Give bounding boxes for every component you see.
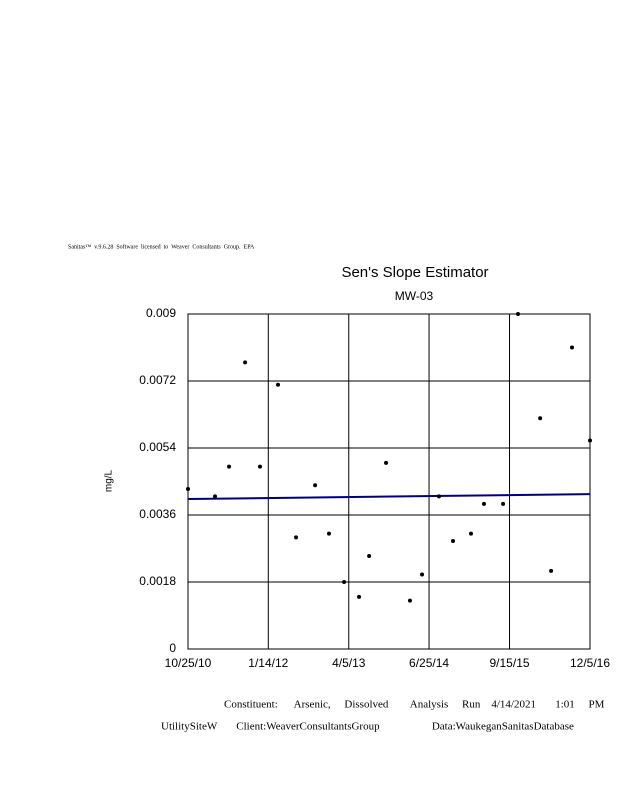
x-tick-label: 4/5/13 bbox=[332, 656, 366, 670]
data-point bbox=[407, 598, 412, 603]
data-point bbox=[450, 539, 455, 544]
data-point bbox=[227, 464, 232, 469]
data-point bbox=[481, 501, 486, 506]
data-point bbox=[326, 531, 331, 536]
data-point bbox=[588, 438, 592, 443]
x-tick-label: 6/25/14 bbox=[409, 656, 449, 670]
x-tick-label: 9/15/15 bbox=[490, 656, 530, 670]
y-tick-label: 0.0018 bbox=[139, 574, 176, 588]
chart-title: Sen's Slope Estimator bbox=[341, 264, 488, 281]
x-tick-label: 12/5/16 bbox=[570, 656, 610, 670]
y-tick-label: 0.0072 bbox=[139, 373, 176, 387]
data-point bbox=[501, 501, 506, 506]
y-tick-label: 0.0036 bbox=[139, 507, 176, 521]
data-point bbox=[569, 345, 574, 350]
trend-line bbox=[187, 493, 591, 500]
data-point bbox=[515, 312, 520, 316]
plot-frame bbox=[187, 313, 591, 650]
data-point bbox=[420, 572, 425, 577]
data-point bbox=[258, 464, 263, 469]
data-point bbox=[436, 494, 441, 499]
header: Sanitas™ v.9.6.28 Software licensed to W… bbox=[68, 243, 255, 250]
y-axis-label: mg/L bbox=[104, 469, 115, 492]
data-point bbox=[313, 483, 318, 488]
data-point bbox=[469, 531, 474, 536]
data-point bbox=[538, 416, 543, 421]
data-point bbox=[357, 594, 362, 599]
data-point bbox=[294, 535, 299, 540]
data-point bbox=[243, 360, 248, 365]
footer-line: Constituent: Arsenic, Dissolved Analysis… bbox=[224, 699, 605, 711]
footer-line: UtilitySiteW Client:WeaverConsultantsGro… bbox=[161, 721, 574, 733]
data-point bbox=[213, 494, 218, 499]
x-tick-label: 10/25/10 bbox=[165, 656, 212, 670]
data-point bbox=[549, 568, 554, 573]
x-tick-label: 1/14/12 bbox=[248, 656, 288, 670]
chart-subtitle: MW-03 bbox=[395, 289, 434, 303]
data-point bbox=[367, 553, 372, 558]
data-point bbox=[186, 486, 190, 491]
y-tick-label: 0 bbox=[169, 641, 176, 655]
data-point bbox=[276, 382, 281, 387]
data-point bbox=[342, 580, 347, 584]
y-tick-label: 0.009 bbox=[146, 306, 176, 320]
y-tick-label: 0.0054 bbox=[139, 440, 176, 454]
data-point bbox=[384, 460, 389, 465]
